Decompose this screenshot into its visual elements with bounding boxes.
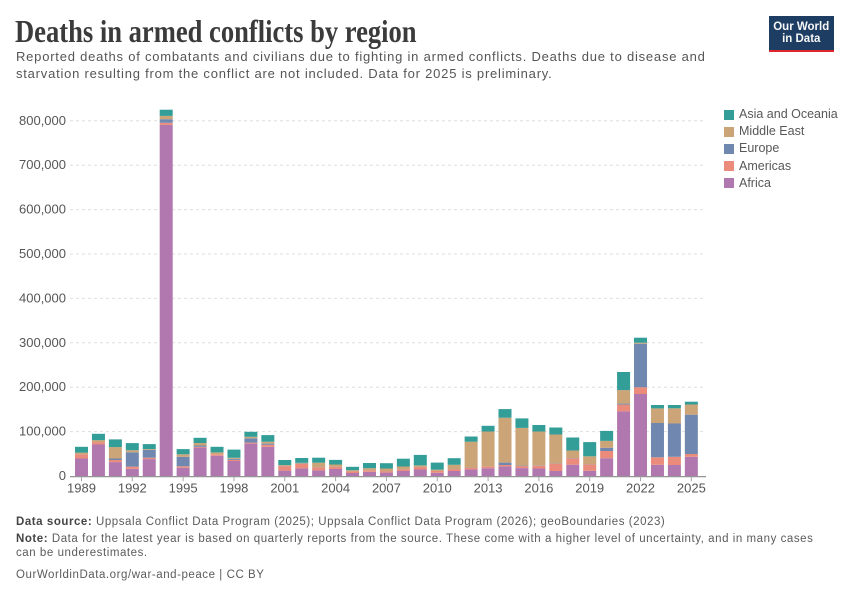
svg-text:600,000: 600,000 — [19, 202, 66, 217]
svg-text:2001: 2001 — [270, 481, 299, 496]
svg-text:2004: 2004 — [321, 481, 350, 496]
svg-text:2010: 2010 — [423, 481, 452, 496]
svg-text:1989: 1989 — [67, 481, 96, 496]
svg-text:2019: 2019 — [575, 481, 604, 496]
svg-text:2016: 2016 — [524, 481, 553, 496]
svg-text:400,000: 400,000 — [19, 290, 66, 305]
svg-text:100,000: 100,000 — [19, 424, 66, 439]
svg-text:800,000: 800,000 — [19, 113, 66, 128]
svg-text:1998: 1998 — [219, 481, 248, 496]
svg-text:2022: 2022 — [626, 481, 655, 496]
svg-text:2025: 2025 — [677, 481, 706, 496]
svg-text:2013: 2013 — [474, 481, 503, 496]
svg-text:1995: 1995 — [169, 481, 198, 496]
svg-text:500,000: 500,000 — [19, 246, 66, 261]
svg-text:2007: 2007 — [372, 481, 401, 496]
svg-text:300,000: 300,000 — [19, 335, 66, 350]
svg-text:0: 0 — [59, 468, 66, 483]
svg-text:700,000: 700,000 — [19, 157, 66, 172]
svg-text:1992: 1992 — [118, 481, 147, 496]
svg-text:200,000: 200,000 — [19, 379, 66, 394]
